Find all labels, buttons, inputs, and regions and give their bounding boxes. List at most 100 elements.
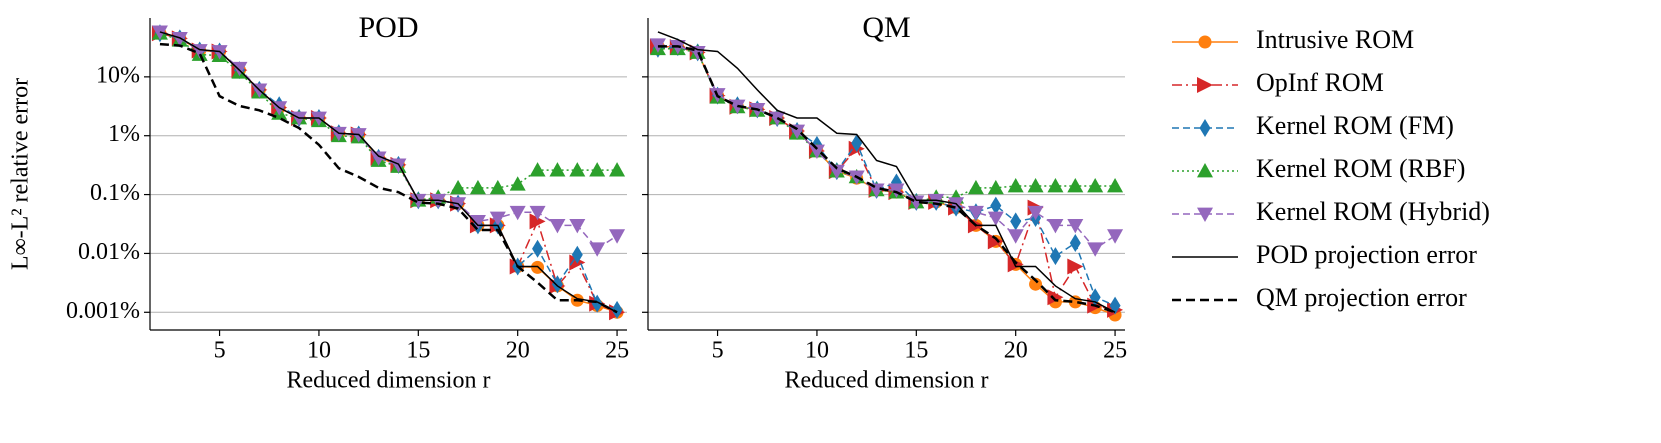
marker — [967, 179, 984, 195]
y-tick-label: 10% — [96, 62, 140, 88]
series-line — [159, 42, 618, 314]
marker — [489, 179, 506, 195]
series-line — [657, 46, 1116, 307]
x-tick-label: 25 — [605, 338, 629, 364]
marker — [1107, 177, 1124, 193]
marker — [1198, 35, 1212, 49]
series-line — [159, 32, 618, 313]
x-tick-label: 20 — [506, 338, 530, 364]
marker — [450, 179, 467, 195]
marker — [529, 205, 546, 221]
marker — [509, 205, 526, 221]
marker — [571, 245, 583, 264]
marker — [1047, 218, 1064, 234]
marker — [609, 229, 626, 244]
marker — [551, 275, 563, 294]
marker — [509, 176, 526, 191]
marker — [569, 162, 586, 177]
series-line — [159, 32, 618, 202]
marker — [1027, 177, 1044, 193]
series-line — [657, 44, 1116, 250]
legend-label: Kernel ROM (FM) — [1256, 111, 1454, 140]
marker — [990, 196, 1002, 215]
marker — [1087, 242, 1104, 257]
marker — [549, 162, 566, 177]
panel-title: POD — [358, 11, 418, 44]
marker — [1047, 177, 1064, 193]
series-line — [159, 32, 618, 311]
marker — [410, 193, 427, 209]
marker — [549, 218, 566, 234]
marker — [589, 242, 606, 257]
series-line — [159, 31, 618, 313]
marker — [569, 218, 586, 234]
series-line — [657, 48, 1116, 203]
marker — [967, 205, 984, 221]
x-tick-label: 10 — [805, 338, 829, 364]
marker — [1067, 218, 1084, 234]
marker — [1027, 205, 1044, 221]
marker — [430, 193, 447, 209]
marker — [1029, 277, 1043, 291]
y-axis-label: L∞-L² relative error — [8, 78, 34, 270]
marker — [1010, 212, 1022, 231]
marker — [868, 183, 885, 198]
x-axis-label: Reduced dimension r — [785, 368, 989, 394]
marker — [489, 211, 506, 226]
marker — [1197, 163, 1213, 178]
legend-label: Kernel ROM (Hybrid) — [1256, 197, 1490, 226]
legend-label: POD projection error — [1256, 240, 1477, 269]
marker — [171, 32, 188, 47]
x-axis-label: Reduced dimension r — [287, 368, 491, 394]
marker — [808, 144, 825, 159]
x-tick-label: 15 — [406, 338, 430, 364]
legend-label: Kernel ROM (RBF) — [1256, 154, 1465, 183]
x-tick-label: 10 — [307, 338, 331, 364]
marker — [1197, 207, 1213, 222]
marker — [469, 179, 486, 195]
marker — [151, 25, 168, 40]
series-line — [657, 45, 1116, 311]
marker — [1007, 256, 1024, 273]
marker — [1049, 247, 1061, 266]
marker — [1197, 77, 1213, 93]
series-line — [159, 31, 618, 250]
legend-label: QM projection error — [1256, 283, 1467, 312]
marker — [591, 294, 603, 313]
marker — [1047, 289, 1064, 306]
marker — [928, 193, 945, 209]
marker — [609, 162, 626, 177]
marker — [888, 183, 905, 198]
y-tick-label: 0.1% — [90, 180, 140, 206]
marker — [987, 233, 1004, 250]
marker — [1067, 177, 1084, 193]
marker — [1007, 177, 1024, 193]
marker — [1067, 258, 1084, 275]
marker — [987, 179, 1004, 195]
legend-label: Intrusive ROM — [1256, 25, 1414, 54]
x-tick-label: 15 — [904, 338, 928, 364]
marker — [987, 211, 1004, 226]
marker — [611, 300, 623, 319]
x-tick-label: 20 — [1004, 338, 1028, 364]
y-tick-label: 0.01% — [78, 239, 140, 265]
marker — [1199, 119, 1211, 137]
marker — [789, 124, 806, 140]
marker — [532, 239, 544, 258]
marker — [529, 162, 546, 177]
series-line — [159, 32, 618, 313]
marker — [1087, 177, 1104, 193]
series-line — [657, 31, 1116, 313]
marker — [1069, 234, 1081, 253]
marker — [529, 213, 546, 230]
marker — [828, 164, 845, 180]
x-tick-label: 5 — [214, 338, 226, 364]
x-tick-label: 25 — [1103, 338, 1127, 364]
marker — [1007, 229, 1024, 244]
marker — [589, 162, 606, 177]
y-tick-label: 0.001% — [66, 298, 140, 324]
series-line — [657, 45, 1116, 314]
marker — [469, 215, 486, 230]
